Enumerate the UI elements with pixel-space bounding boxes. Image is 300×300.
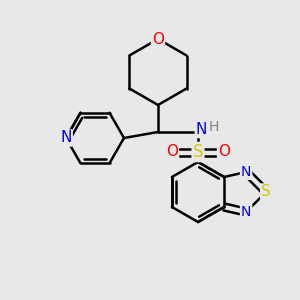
Text: N: N bbox=[195, 122, 207, 137]
Text: N: N bbox=[241, 165, 251, 179]
Text: O: O bbox=[166, 145, 178, 160]
Text: N: N bbox=[241, 205, 251, 219]
Text: N: N bbox=[60, 130, 72, 146]
Text: O: O bbox=[218, 145, 230, 160]
Text: O: O bbox=[152, 32, 164, 46]
Text: S: S bbox=[261, 184, 271, 200]
Text: H: H bbox=[209, 120, 219, 134]
Text: S: S bbox=[193, 143, 203, 161]
